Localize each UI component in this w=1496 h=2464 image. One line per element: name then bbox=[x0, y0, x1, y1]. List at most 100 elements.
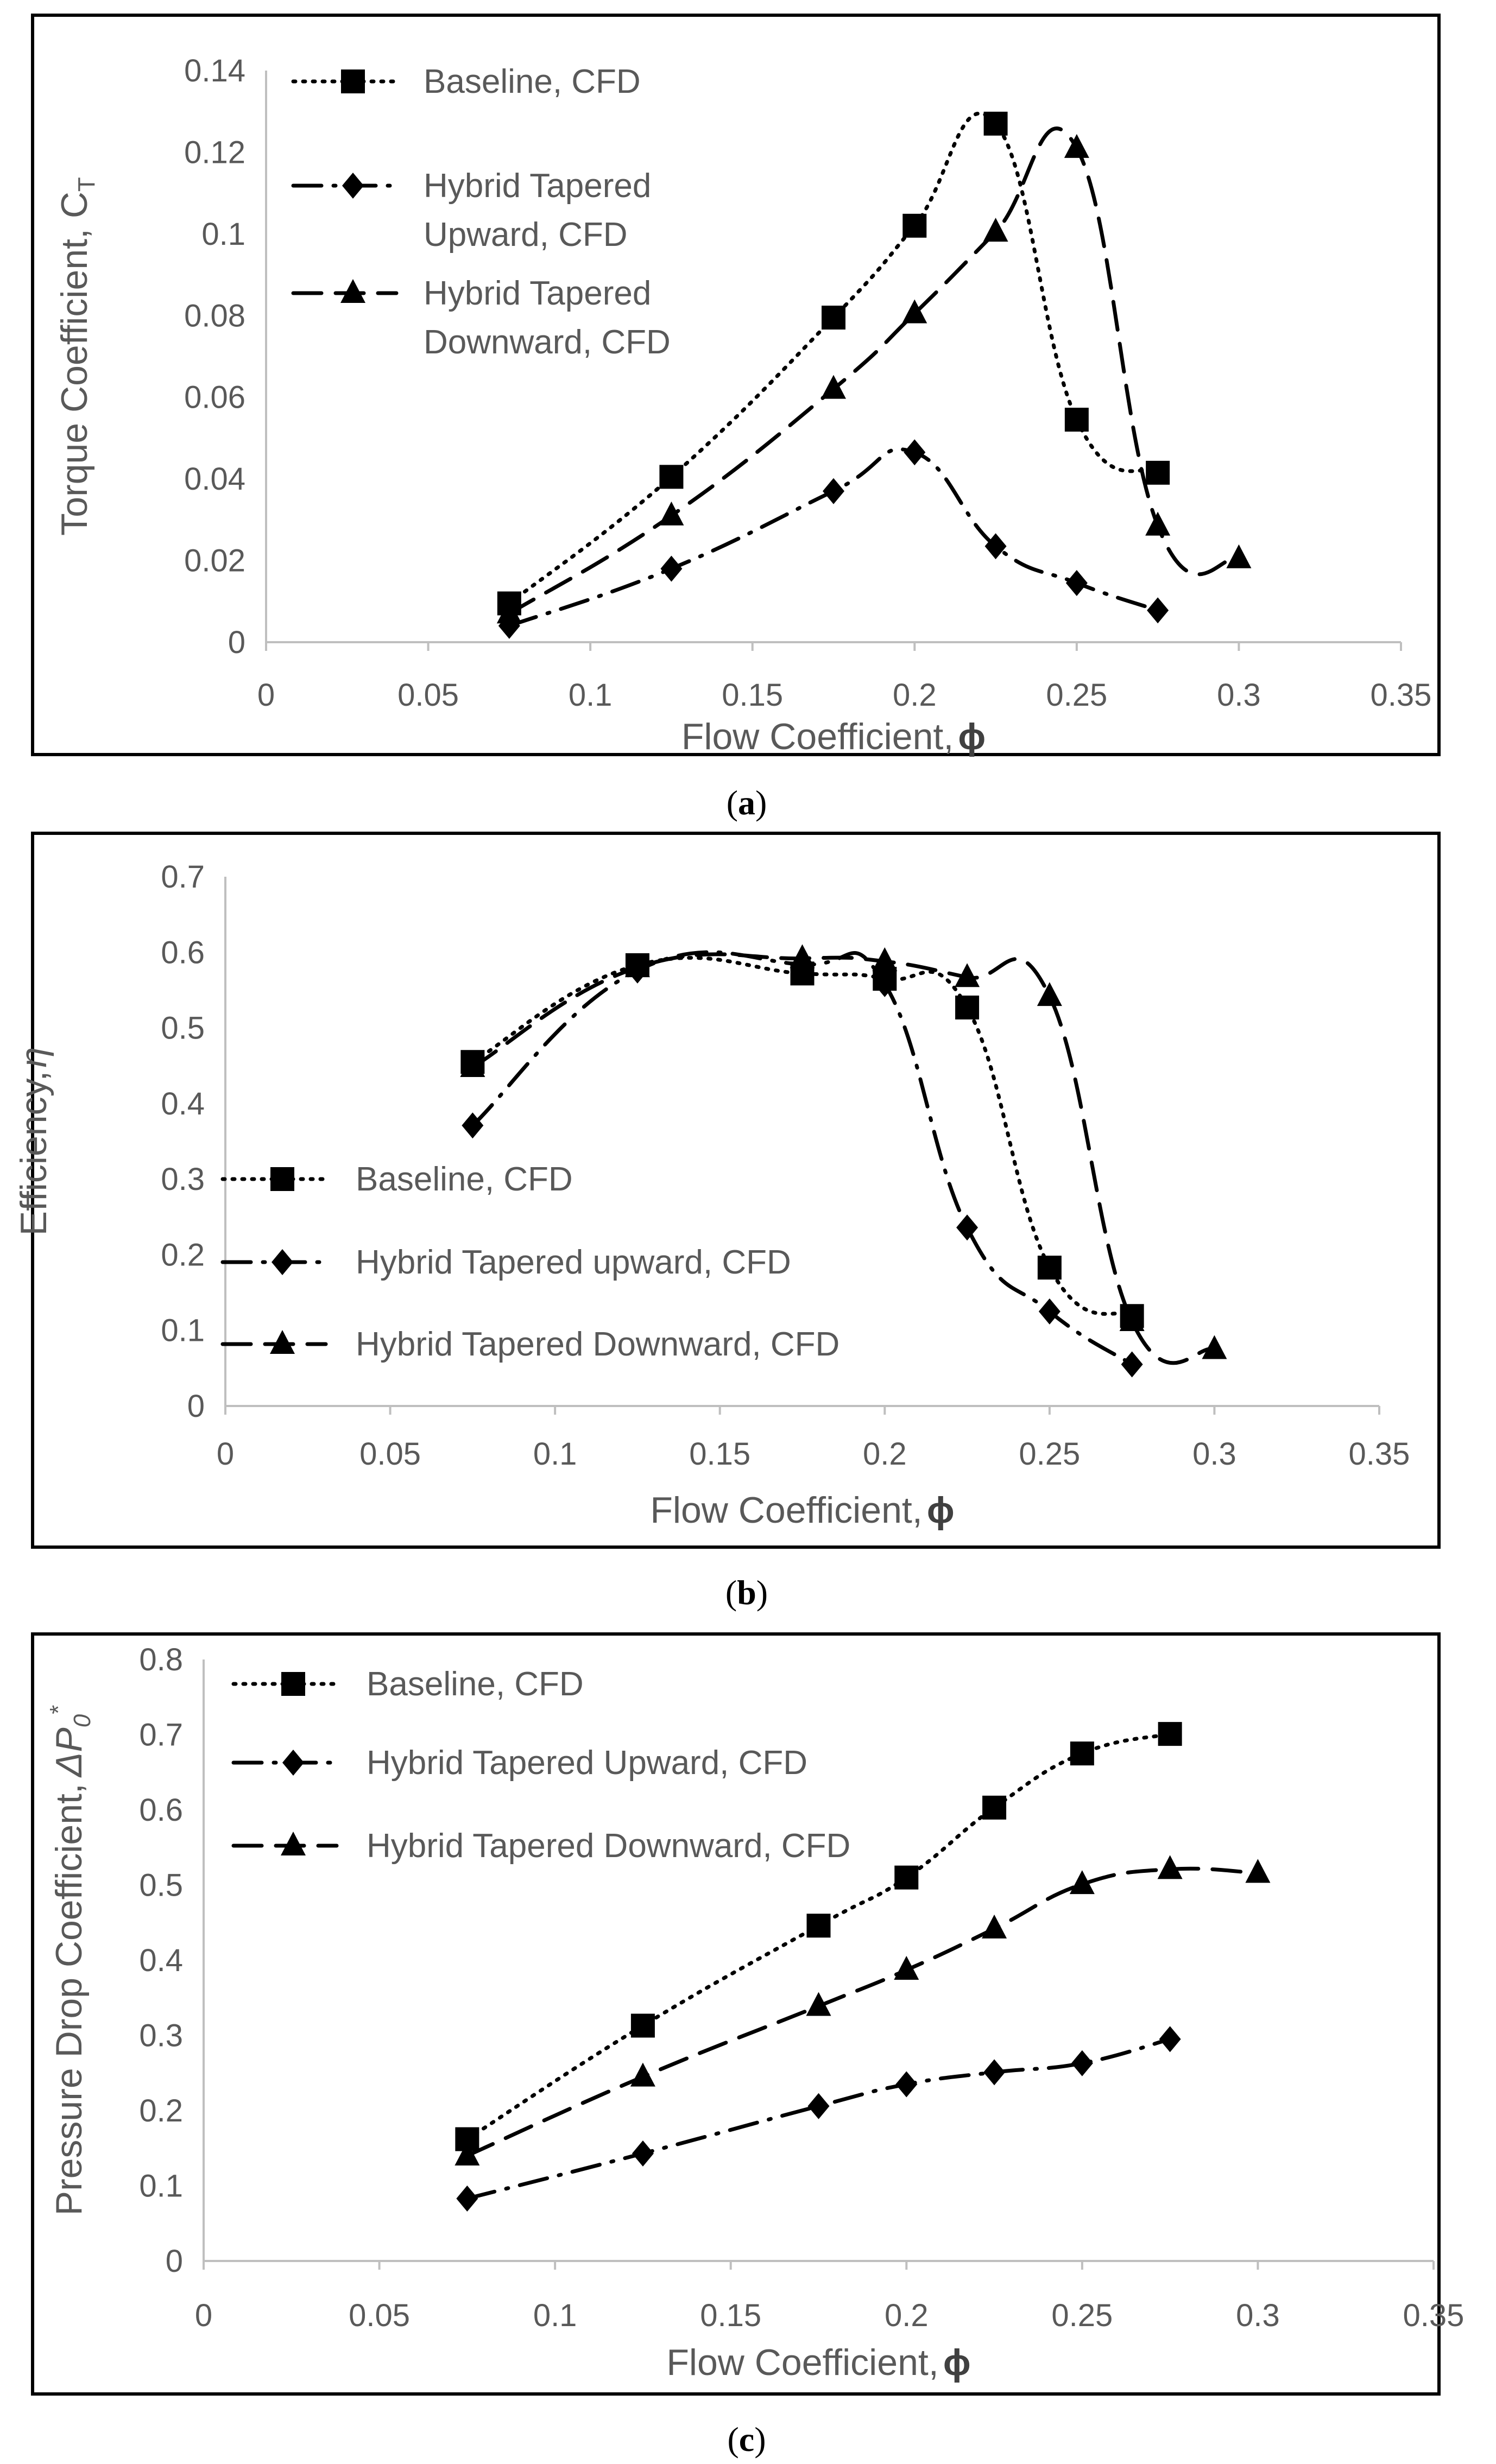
y-axis-title: Efficiency, η bbox=[13, 1047, 54, 1236]
x-tick-label: 0.2 bbox=[863, 1436, 907, 1472]
x-tick-label: 0.35 bbox=[1371, 677, 1432, 713]
y-axis-title-symbol: ΔP bbox=[48, 1727, 90, 1778]
y-tick-label: 0.14 bbox=[184, 53, 245, 88]
data-point-diamond bbox=[807, 2093, 830, 2119]
legend-entry-square: Baseline, CFD bbox=[291, 63, 641, 100]
figure-caption: (a) bbox=[727, 783, 767, 822]
data-point-square bbox=[822, 306, 845, 330]
x-tick-label: 0.25 bbox=[1019, 1436, 1080, 1472]
data-point-diamond bbox=[984, 533, 1007, 560]
legend-label: Upward, CFD bbox=[424, 216, 628, 254]
data-point-square bbox=[982, 1795, 1007, 1820]
y-tick-label: 0.3 bbox=[139, 2018, 183, 2054]
y-axis-title-subscript: T bbox=[73, 177, 100, 192]
x-tick-label: 0 bbox=[217, 1436, 234, 1472]
data-point-triangle bbox=[955, 963, 980, 987]
y-tick-label: 0.4 bbox=[161, 1086, 205, 1122]
x-axis-title-symbol: ϕ bbox=[958, 716, 986, 757]
x-axis-title-symbol: ϕ bbox=[943, 2342, 971, 2383]
figure-caption: (b) bbox=[725, 1573, 768, 1612]
legend-label: Hybrid Tapered Upward, CFD bbox=[367, 1744, 807, 1782]
legend-entry-triangle: Hybrid Tapered Downward, CFD bbox=[231, 1827, 850, 1865]
data-point-triangle bbox=[983, 218, 1008, 242]
x-tick-label: 0.3 bbox=[1192, 1436, 1236, 1472]
data-point-triangle bbox=[894, 1956, 919, 1980]
legend-label: Hybrid Tapered bbox=[424, 167, 651, 205]
data-point-triangle bbox=[872, 947, 898, 971]
caption-close-paren: ) bbox=[754, 2420, 766, 2459]
y-tick-label: 0.1 bbox=[201, 217, 245, 252]
chart-frame bbox=[31, 14, 1441, 756]
series-triangle bbox=[455, 1855, 1271, 2166]
data-point-triangle bbox=[1226, 544, 1252, 568]
y-axis-title-subscript: 0 bbox=[69, 1714, 96, 1727]
legend-entry-square: Baseline, CFD bbox=[231, 1665, 584, 1703]
y-tick-label: 0 bbox=[187, 1389, 205, 1424]
legend-marker-triangle bbox=[340, 279, 365, 303]
series-line bbox=[465, 1866, 1260, 2158]
x-axis-title: Flow Coefficient, ϕ bbox=[650, 1490, 954, 1531]
caption-open-paren: ( bbox=[727, 2420, 738, 2459]
y-axis-title-symbol: η bbox=[13, 1047, 54, 1068]
data-point-triangle bbox=[496, 599, 522, 624]
data-point-square bbox=[983, 111, 1008, 136]
x-tick-label: 0.05 bbox=[397, 677, 459, 713]
series-diamond bbox=[456, 2026, 1181, 2212]
legend-marker-diamond bbox=[272, 1249, 293, 1275]
y-tick-label: 0.6 bbox=[161, 935, 205, 970]
chart-frame bbox=[31, 1632, 1441, 2396]
data-point-triangle bbox=[455, 2142, 480, 2166]
x-axis-title: Flow Coefficient, ϕ bbox=[666, 2342, 970, 2383]
y-axis-title-text: Efficiency, bbox=[13, 1071, 54, 1236]
legend-marker-diamond bbox=[342, 173, 364, 199]
data-point-square bbox=[806, 1914, 831, 1938]
data-point-diamond bbox=[1071, 2050, 1093, 2076]
x-axis-title-text: Flow Coefficient, bbox=[681, 716, 954, 757]
legend-label: Baseline, CFD bbox=[424, 63, 641, 100]
x-tick-label: 0.35 bbox=[1403, 2298, 1465, 2333]
x-tick-label: 0.05 bbox=[349, 2298, 410, 2333]
y-tick-label: 0.06 bbox=[184, 380, 245, 415]
data-point-diamond bbox=[660, 555, 683, 582]
data-point-square bbox=[630, 2013, 655, 2038]
y-tick-label: 0.6 bbox=[139, 1792, 183, 1828]
data-point-diamond bbox=[895, 2071, 918, 2098]
series-triangle bbox=[460, 944, 1227, 1365]
x-axis-title-symbol: ϕ bbox=[927, 1490, 955, 1531]
x-axis-title: Flow Coefficient, ϕ bbox=[681, 716, 986, 757]
y-tick-label: 0.12 bbox=[184, 135, 245, 170]
data-point-diamond bbox=[1159, 2026, 1181, 2053]
data-point-diamond bbox=[1065, 569, 1088, 596]
y-tick-label: 0.08 bbox=[184, 298, 245, 333]
series-line bbox=[507, 447, 1160, 628]
data-point-triangle bbox=[624, 953, 650, 978]
y-tick-label: 0.1 bbox=[161, 1313, 205, 1348]
data-point-triangle bbox=[821, 375, 846, 399]
data-point-square bbox=[1158, 1722, 1182, 1746]
x-tick-label: 0.1 bbox=[533, 2298, 577, 2333]
legend-entry-diamond: Hybrid Tapered Upward, CFD bbox=[291, 167, 651, 254]
series-line bbox=[470, 952, 1216, 1365]
y-axis-title: Torque Coefficient, CT bbox=[54, 177, 100, 536]
caption-letter: a bbox=[738, 783, 755, 822]
legend-entry-square: Baseline, CFD bbox=[220, 1161, 573, 1198]
y-tick-label: 0.5 bbox=[161, 1011, 205, 1046]
data-point-diamond bbox=[874, 971, 896, 997]
data-point-square bbox=[1037, 1256, 1062, 1280]
data-point-diamond bbox=[1121, 1351, 1143, 1378]
x-tick-label: 0.15 bbox=[700, 2298, 761, 2333]
caption-open-paren: ( bbox=[725, 1573, 737, 1612]
x-tick-label: 0.2 bbox=[893, 677, 937, 713]
data-point-diamond bbox=[983, 2059, 1006, 2086]
data-point-triangle bbox=[460, 1053, 485, 1077]
data-point-square bbox=[902, 213, 927, 238]
x-tick-label: 0.25 bbox=[1046, 677, 1107, 713]
x-tick-label: 0 bbox=[257, 677, 275, 713]
data-point-triangle bbox=[1064, 134, 1089, 158]
data-point-triangle bbox=[1202, 1335, 1227, 1359]
x-tick-label: 0.15 bbox=[722, 677, 783, 713]
data-point-diamond bbox=[1147, 597, 1169, 624]
data-point-triangle bbox=[1119, 1307, 1145, 1331]
legend-label: Downward, CFD bbox=[424, 324, 671, 361]
